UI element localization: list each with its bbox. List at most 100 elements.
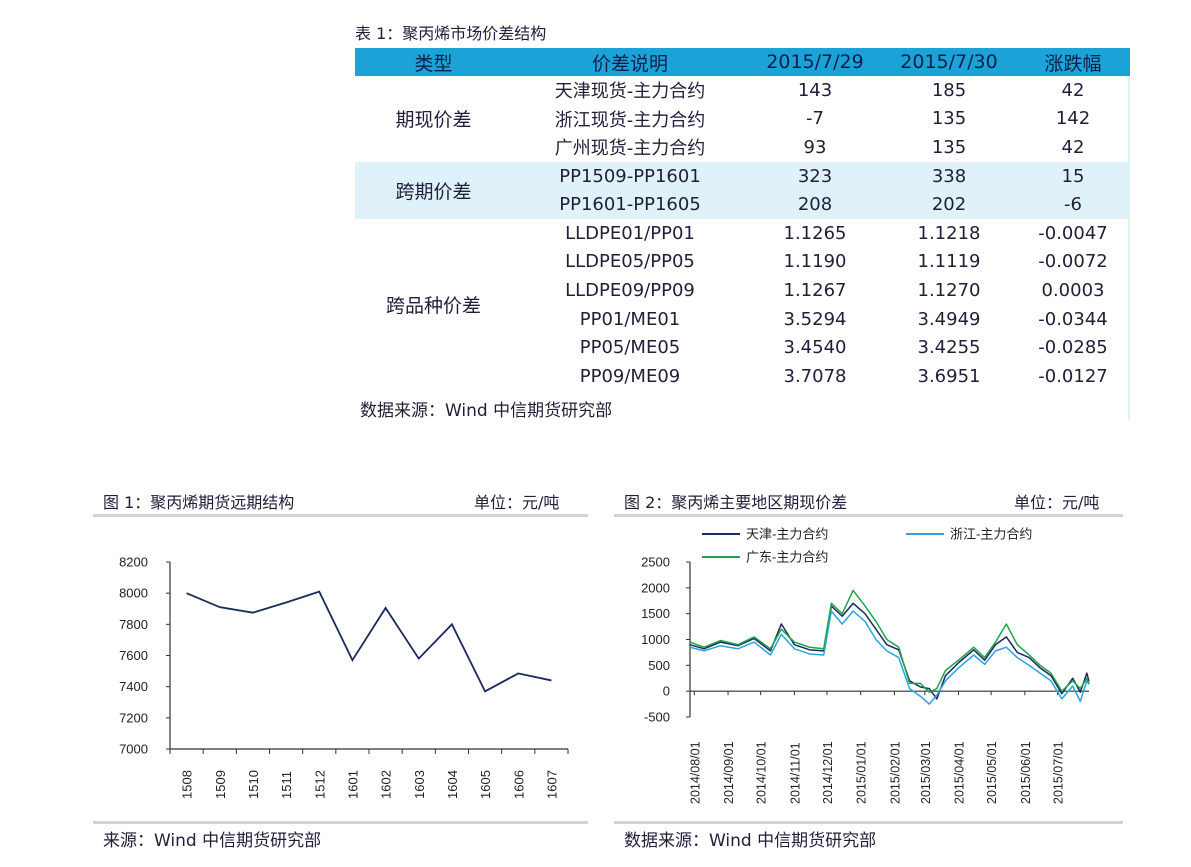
figure2-unit: 单位：元/吨 xyxy=(1014,493,1100,512)
forward-curve-line xyxy=(186,590,552,693)
spread-description-cell: LLDPE01/PP01 xyxy=(565,222,695,244)
figure2-caption: 图 2：聚丙烯主要地区期现价差 xyxy=(624,493,848,512)
table-header-row: 类型 价差说明 2015/7/29 2015/7/30 涨跌幅 xyxy=(355,48,1130,76)
value-date-1-cell: 3.4540 xyxy=(783,337,847,359)
header-date-1: 2015/7/29 xyxy=(748,48,882,76)
y-tick-label: 500 xyxy=(648,658,670,673)
y-tick-label: -500 xyxy=(644,710,670,725)
spread-description-cell: LLDPE05/PP05 xyxy=(565,251,695,273)
table-row: PP05/ME05 3.4540 3.4255 -0.0285 xyxy=(355,333,1130,362)
change-cell: 15 xyxy=(1016,161,1130,191)
y-tick-label: 8000 xyxy=(119,586,148,601)
change-cell: -6 xyxy=(1016,190,1130,219)
table-body: 期现价差 天津现货-主力合约 143 185 42 浙江现货-主力合约 -7 135 142 广州… xyxy=(355,76,1130,391)
x-tick-label: 2014/10/01 xyxy=(755,741,769,804)
x-tick-label: 2015/01/01 xyxy=(855,741,869,804)
group-type-cell: 跨期价差 xyxy=(355,161,512,219)
header-change: 涨跌幅 xyxy=(1016,48,1130,76)
value-date-2-cell: 338 xyxy=(882,161,1016,191)
y-tick-label: 7000 xyxy=(119,742,148,757)
table-caption: 表 1：聚丙烯市场价差结构 xyxy=(355,24,547,43)
x-tick-label: 2015/02/01 xyxy=(888,741,902,804)
table-row: 浙江现货-主力合约 -7 135 142 xyxy=(355,105,1130,134)
y-tick-label: 7200 xyxy=(119,710,148,725)
spread-description-cell: PP01/ME01 xyxy=(579,308,681,330)
y-tick-label: 1000 xyxy=(641,632,670,647)
spread-description-cell: PP1509-PP1601 xyxy=(512,161,748,191)
x-tick-label: 2014/12/01 xyxy=(821,741,835,804)
x-tick-label: 2015/05/01 xyxy=(985,741,999,804)
table-row: PP09/ME09 3.7078 3.6951 -0.0127 xyxy=(355,362,1130,391)
y-tick-label: 7400 xyxy=(119,679,148,694)
figure1-caption: 图 1：聚丙烯期货远期结构 xyxy=(103,493,295,512)
series-line-1 xyxy=(689,602,1090,700)
x-tick-label: 1511 xyxy=(279,771,294,799)
value-date-1-cell: 1.1265 xyxy=(783,222,847,244)
value-date-2-cell: 185 xyxy=(931,79,967,101)
figure1-source: 来源：Wind 中信期货研究部 xyxy=(103,831,322,851)
value-date-1-cell: 3.5294 xyxy=(783,308,847,330)
change-cell: -0.0127 xyxy=(1038,365,1108,387)
value-date-2-cell: 3.6951 xyxy=(917,365,981,387)
x-tick-label: 1605 xyxy=(478,770,493,799)
change-cell: 42 xyxy=(1061,79,1085,101)
x-tick-label: 1508 xyxy=(180,770,195,799)
change-cell: -0.0344 xyxy=(1038,308,1108,330)
change-cell: 142 xyxy=(1055,108,1091,130)
value-date-1-cell: 208 xyxy=(748,190,882,219)
header-date-2: 2015/7/30 xyxy=(882,48,1016,76)
x-tick-label: 2014/08/01 xyxy=(688,741,702,804)
spread-description-cell: PP05/ME05 xyxy=(579,337,681,359)
figure2-source: 数据来源：Wind 中信期货研究部 xyxy=(624,831,877,851)
value-date-1-cell: 1.1267 xyxy=(783,279,847,301)
x-tick-label: 1512 xyxy=(312,770,327,799)
change-cell: -0.0285 xyxy=(1038,337,1108,359)
value-date-2-cell: 202 xyxy=(882,190,1016,219)
legend-label: 浙江-主力合约 xyxy=(950,527,1032,542)
x-tick-label: 1607 xyxy=(544,770,559,799)
x-tick-label: 1602 xyxy=(379,770,394,799)
x-tick-label: 1510 xyxy=(246,770,261,799)
figure1-unit: 单位：元/吨 xyxy=(474,493,560,512)
value-date-2-cell: 1.1119 xyxy=(917,251,981,273)
forward-curve-chart: 7000 7200 7400 7600 7800 8000 8200 1508 1509 1510… xyxy=(119,555,569,799)
y-tick-label: 0 xyxy=(663,684,670,699)
x-tick-label: 2015/03/01 xyxy=(919,741,933,804)
spread-table-container: 类型 价差说明 2015/7/29 2015/7/30 涨跌幅 期现价差 天津现货… xyxy=(355,48,1130,391)
value-date-1-cell: 93 xyxy=(803,136,827,158)
figure1-bottom-rule xyxy=(93,821,588,824)
spread-description-cell: 广州现货-主力合约 xyxy=(554,138,706,160)
value-date-2-cell: 1.1270 xyxy=(917,279,981,301)
figure2-bottom-rule xyxy=(614,821,1123,824)
x-tick-label: 1509 xyxy=(213,770,228,799)
value-date-1-cell: 3.7078 xyxy=(783,365,847,387)
change-cell: 0.0003 xyxy=(1041,279,1105,301)
y-tick-label: 8200 xyxy=(119,555,148,570)
table-row: PP1601-PP1605 208 202 -6 xyxy=(355,190,1130,219)
legend-label: 天津-主力合约 xyxy=(746,527,828,542)
x-tick-label: 2015/07/01 xyxy=(1051,741,1065,804)
figure1-top-rule xyxy=(93,514,588,517)
table-row: 广州现货-主力合约 93 135 42 xyxy=(355,133,1130,162)
value-date-1-cell: 143 xyxy=(797,79,833,101)
x-tick-label: 2015/04/01 xyxy=(953,741,967,804)
value-date-2-cell: 135 xyxy=(931,136,967,158)
y-tick-label: 2000 xyxy=(641,580,670,595)
group-type-cell: 期现价差 xyxy=(395,109,472,132)
value-date-2-cell: 1.1218 xyxy=(917,222,981,244)
table-row: 跨期价差 PP1509-PP1601 323 338 15 xyxy=(355,161,1130,219)
x-tick-label: 2014/11/01 xyxy=(788,742,802,804)
y-tick-label: 2500 xyxy=(641,555,670,570)
series-line-2 xyxy=(689,610,1090,705)
y-tick-label: 7600 xyxy=(119,648,148,663)
legend-label: 广东-主力合约 xyxy=(746,550,828,565)
table-row: PP01/ME01 3.5294 3.4949 -0.0344 xyxy=(355,305,1130,334)
spread-table: 类型 价差说明 2015/7/29 2015/7/30 涨跌幅 期现价差 天津现货… xyxy=(355,48,1130,391)
y-tick-label: 1500 xyxy=(641,606,670,621)
figure2-top-rule xyxy=(614,514,1123,517)
table-row: 期现价差 天津现货-主力合约 143 185 42 xyxy=(355,76,1130,132)
change-cell: -0.0072 xyxy=(1038,251,1108,273)
spread-description-cell: 天津现货-主力合约 xyxy=(554,81,706,103)
header-type: 类型 xyxy=(355,48,512,76)
